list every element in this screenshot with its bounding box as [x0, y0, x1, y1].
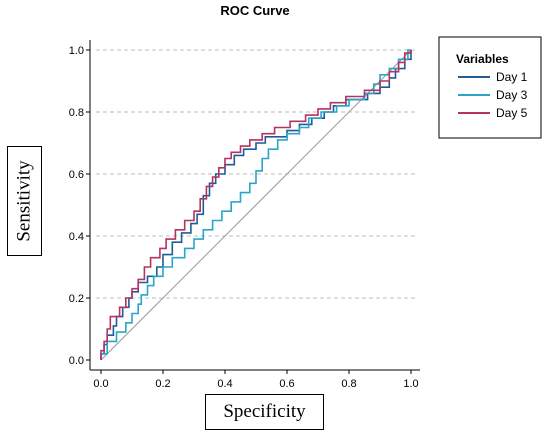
legend: Variables Day 1 Day 3 Day 5: [438, 36, 542, 139]
legend-label: Day 3: [496, 88, 528, 102]
legend-title: Variables: [456, 52, 509, 66]
y-axis-ticks: 0.0 0.2 0.4 0.6 0.8 1.0: [69, 45, 90, 367]
x-axis-label: Specificity: [223, 401, 306, 422]
x-axis-ticks: 0.0 0.2 0.4 0.6 0.8 1.0: [93, 370, 419, 390]
x-tick-label: 1.0: [403, 378, 418, 390]
x-tick-label: 0.2: [155, 378, 170, 390]
x-tick-label: 0.4: [217, 378, 232, 390]
x-axis-label-box: Specificity: [205, 394, 324, 430]
series-line-day-3: [100, 49, 411, 360]
y-tick-label: 0.4: [69, 231, 84, 243]
chart-title: ROC Curve: [220, 3, 289, 18]
y-tick-label: 0.8: [69, 107, 84, 119]
y-tick-label: 1.0: [69, 45, 84, 57]
reference-line: [100, 49, 412, 361]
x-tick-label: 0.6: [279, 378, 294, 390]
grid-lines: [89, 40, 420, 371]
legend-label: Day 5: [496, 106, 528, 120]
y-axis-label: Sensitivity: [13, 160, 35, 242]
legend-box: [438, 36, 542, 139]
y-tick-label: 0.0: [69, 355, 84, 367]
series-line-day-5: [100, 50, 412, 360]
x-tick-label: 0.8: [341, 378, 356, 390]
legend-items: Day 1 Day 3 Day 5: [458, 70, 528, 120]
y-tick-label: 0.6: [69, 169, 84, 181]
y-axis-label-box: Sensitivity: [7, 146, 42, 256]
y-tick-label: 0.2: [69, 293, 84, 305]
legend-label: Day 1: [496, 70, 528, 84]
series-layer: [100, 49, 412, 361]
x-tick-label: 0.0: [93, 378, 108, 390]
